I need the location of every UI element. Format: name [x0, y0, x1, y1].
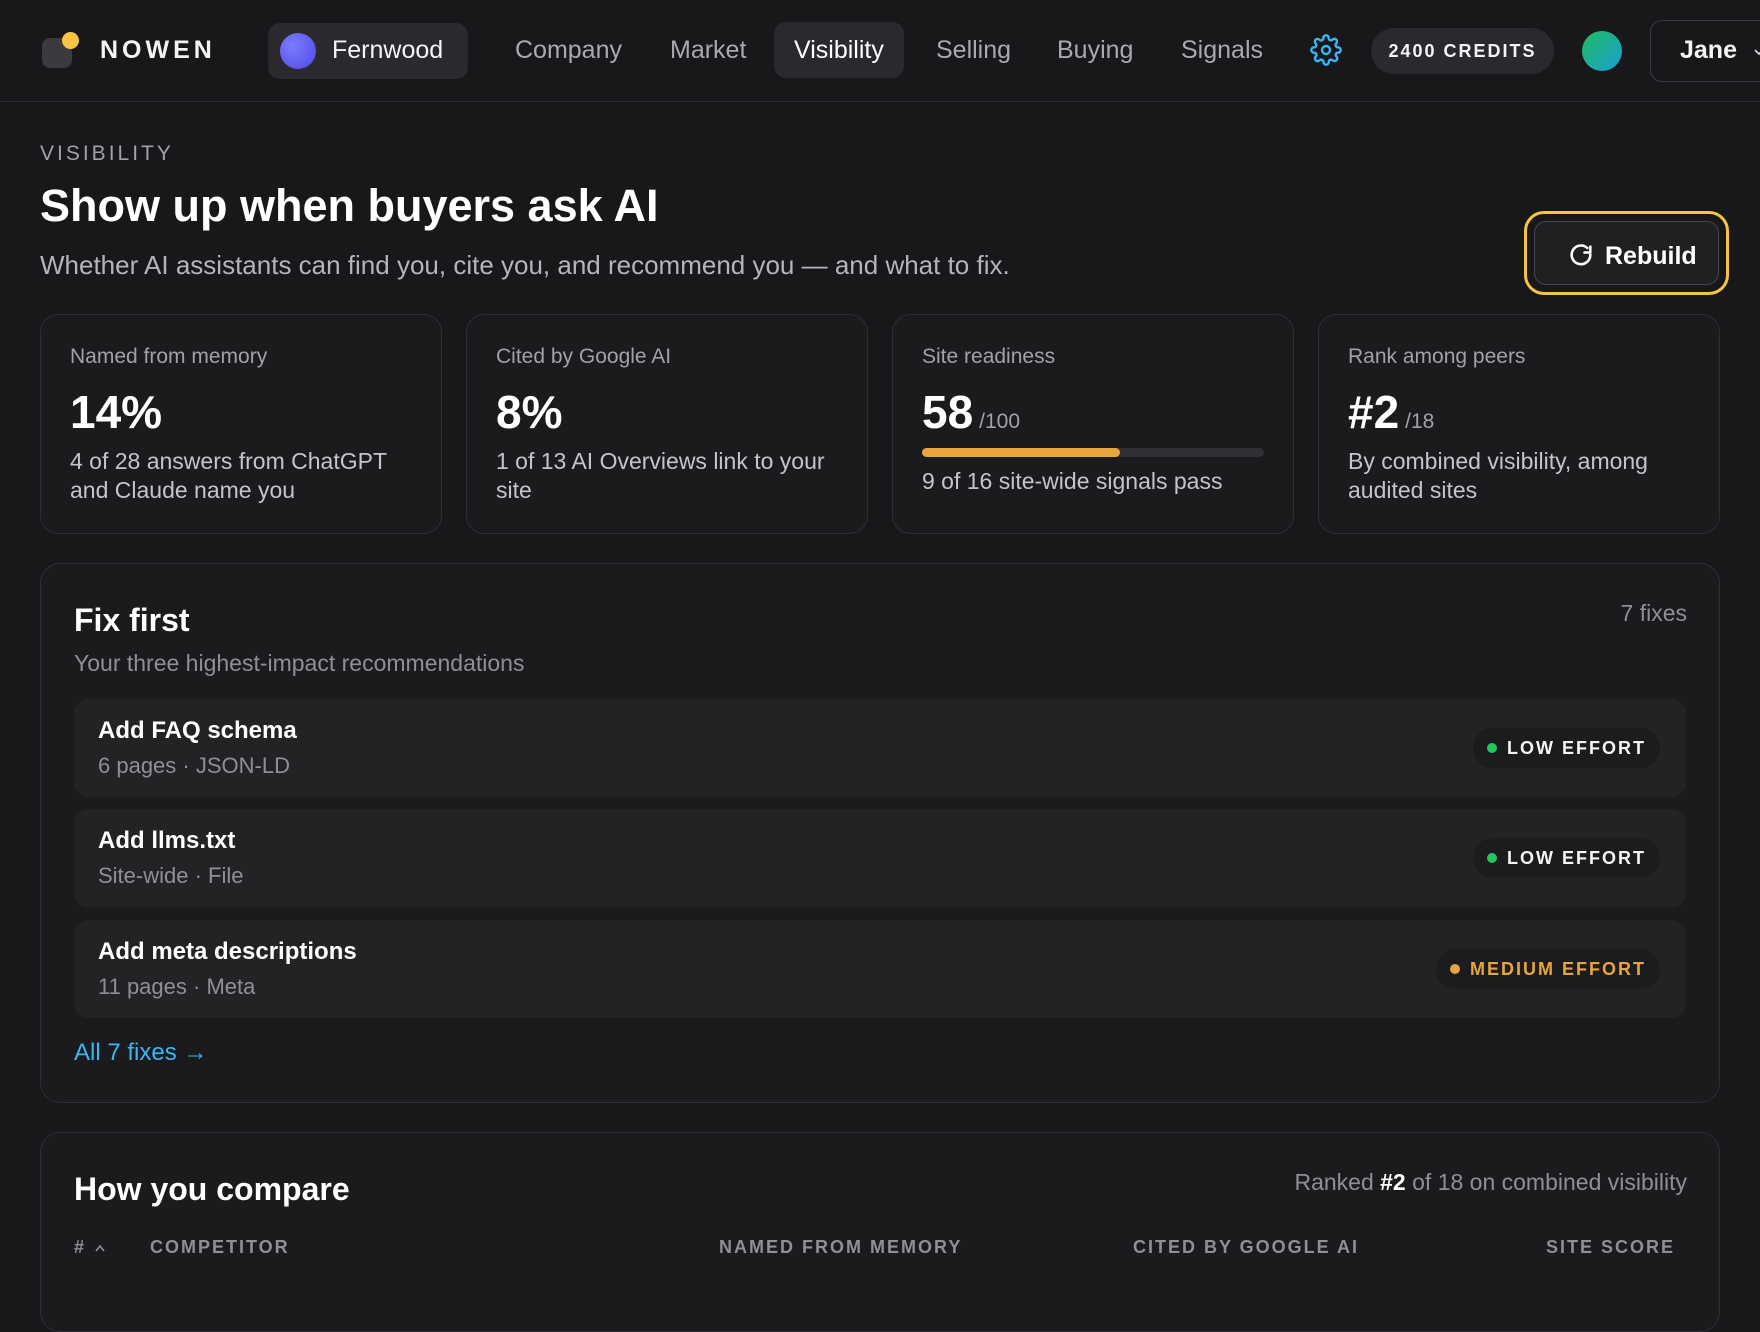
stat-value: #2	[1348, 386, 1400, 438]
fix-count: 7 fixes	[1620, 600, 1687, 626]
effort-label: MEDIUM EFFORT	[1470, 959, 1646, 979]
stat-value: 14%	[70, 386, 163, 438]
rank-prefix: Ranked	[1294, 1169, 1381, 1195]
fix-item-title: Add FAQ schema	[98, 717, 297, 744]
effort-label: LOW EFFORT	[1507, 738, 1646, 758]
stat-description: 4 of 28 answers from ChatGPT and Claude …	[70, 448, 387, 503]
fix-first-subtitle: Your three highest-impact recommendation…	[74, 650, 525, 676]
column-header-named-from-memory[interactable]: NAMED FROM MEMORY	[719, 1237, 963, 1257]
column-header-cited-by-google-ai[interactable]: CITED BY GOOGLE AI	[1133, 1237, 1360, 1257]
readiness-progress-bar	[922, 448, 1264, 457]
app-name[interactable]: NOWEN	[100, 36, 216, 64]
credits-badge[interactable]: 2400 CREDITS	[1371, 28, 1554, 74]
column-header-rank[interactable]: #	[74, 1237, 106, 1258]
stat-value: 58	[922, 386, 974, 438]
stat-card-rank-among-peers: Rank among peers #2/18 By combined visib…	[1318, 314, 1720, 534]
stat-card-cited-by-google-ai: Cited by Google AI 8% 1 of 13 AI Overvie…	[466, 314, 868, 534]
refresh-icon	[1567, 242, 1595, 270]
nav-item-visibility[interactable]: Visibility	[774, 22, 904, 78]
effort-dot-icon	[1487, 853, 1498, 863]
workspace-avatar	[280, 33, 316, 69]
user-name: Jane	[1680, 36, 1737, 64]
stat-label: Named from memory	[70, 345, 268, 368]
fix-item-meta: Site-wide · File	[98, 863, 244, 888]
column-header-label: #	[74, 1237, 87, 1257]
page-eyebrow: VISIBILITY	[40, 142, 174, 165]
workspace-switcher[interactable]: Fernwood	[268, 23, 468, 79]
effort-badge: LOW EFFORT	[1473, 728, 1660, 768]
effort-dot-icon	[1487, 743, 1498, 753]
stat-label: Rank among peers	[1348, 345, 1526, 368]
readiness-progress-fill	[922, 448, 1121, 457]
fix-item-meta: 11 pages · Meta	[98, 974, 256, 999]
avatar[interactable]	[1582, 31, 1622, 71]
fix-item-llms-txt[interactable]: Add llms.txt Site-wide · File LOW EFFORT	[74, 809, 1686, 907]
stat-value: 8%	[496, 386, 563, 438]
effort-badge: MEDIUM EFFORT	[1436, 949, 1660, 989]
stat-label: Site readiness	[922, 345, 1056, 368]
column-header-site-score[interactable]: SITE SCORE	[1546, 1237, 1676, 1257]
page-title: Show up when buyers ask AI	[40, 180, 659, 231]
nav-item-market[interactable]: Market	[670, 36, 747, 64]
stat-label: Cited by Google AI	[496, 345, 672, 368]
effort-dot-icon	[1450, 964, 1460, 974]
stat-unit: /100	[979, 410, 1021, 433]
stat-card-site-readiness: Site readiness 58/100 9 of 16 site-wide …	[892, 314, 1294, 534]
fix-first-title: Fix first	[74, 602, 190, 638]
compare-rank-summary: Ranked #2 of 18 on combined visibility	[1294, 1169, 1687, 1196]
user-menu-button[interactable]: Jane	[1650, 20, 1760, 82]
stat-description: By combined visibility, among audited si…	[1348, 448, 1648, 503]
top-navigation-bar: NOWEN Fernwood Company Market Visibility…	[0, 0, 1760, 102]
compare-panel: How you compare Ranked #2 of 18 on combi…	[40, 1132, 1720, 1332]
rebuild-button[interactable]: Rebuild	[1524, 211, 1729, 295]
fix-item-title: Add meta descriptions	[98, 938, 357, 965]
fix-item-meta: 6 pages · JSON-LD	[98, 753, 290, 778]
fix-item-title: Add llms.txt	[98, 827, 236, 854]
effort-badge: LOW EFFORT	[1473, 838, 1660, 878]
rank-suffix: of 18 on combined visibility	[1405, 1169, 1687, 1195]
rank-value: #2	[1380, 1169, 1406, 1195]
rebuild-label: Rebuild	[1605, 242, 1697, 270]
all-fixes-link[interactable]: All 7 fixes →	[74, 1039, 208, 1066]
nav-item-buying[interactable]: Buying	[1057, 36, 1134, 64]
chevron-down-icon	[1753, 45, 1760, 57]
nav-item-signals[interactable]: Signals	[1181, 36, 1263, 64]
workspace-name: Fernwood	[332, 36, 444, 64]
fix-item-faq-schema[interactable]: Add FAQ schema 6 pages · JSON-LD LOW EFF…	[74, 699, 1686, 797]
fix-item-meta-descriptions[interactable]: Add meta descriptions 11 pages · Meta ME…	[74, 920, 1686, 1018]
nav-item-selling[interactable]: Selling	[936, 36, 1012, 64]
stat-value-wrap: 58/100	[922, 385, 1020, 439]
column-header-competitor[interactable]: COMPETITOR	[150, 1237, 290, 1257]
stat-unit: /18	[1405, 410, 1435, 433]
compare-title: How you compare	[74, 1171, 350, 1207]
nav-item-company[interactable]: Company	[515, 36, 622, 64]
stat-value-wrap: #2/18	[1348, 385, 1434, 439]
sort-ascending-icon	[94, 1237, 106, 1252]
app-logo-icon[interactable]	[42, 32, 79, 68]
gear-icon[interactable]	[1310, 34, 1342, 66]
effort-label: LOW EFFORT	[1507, 848, 1646, 868]
stat-description: 9 of 16 site-wide signals pass	[922, 468, 1223, 494]
stat-description: 1 of 13 AI Overviews link to your site	[496, 448, 825, 503]
fix-first-panel: Fix first 7 fixes Your three highest-imp…	[40, 563, 1720, 1103]
page-subtitle: Whether AI assistants can find you, cite…	[40, 250, 1010, 280]
stat-card-named-from-memory: Named from memory 14% 4 of 28 answers fr…	[40, 314, 442, 534]
